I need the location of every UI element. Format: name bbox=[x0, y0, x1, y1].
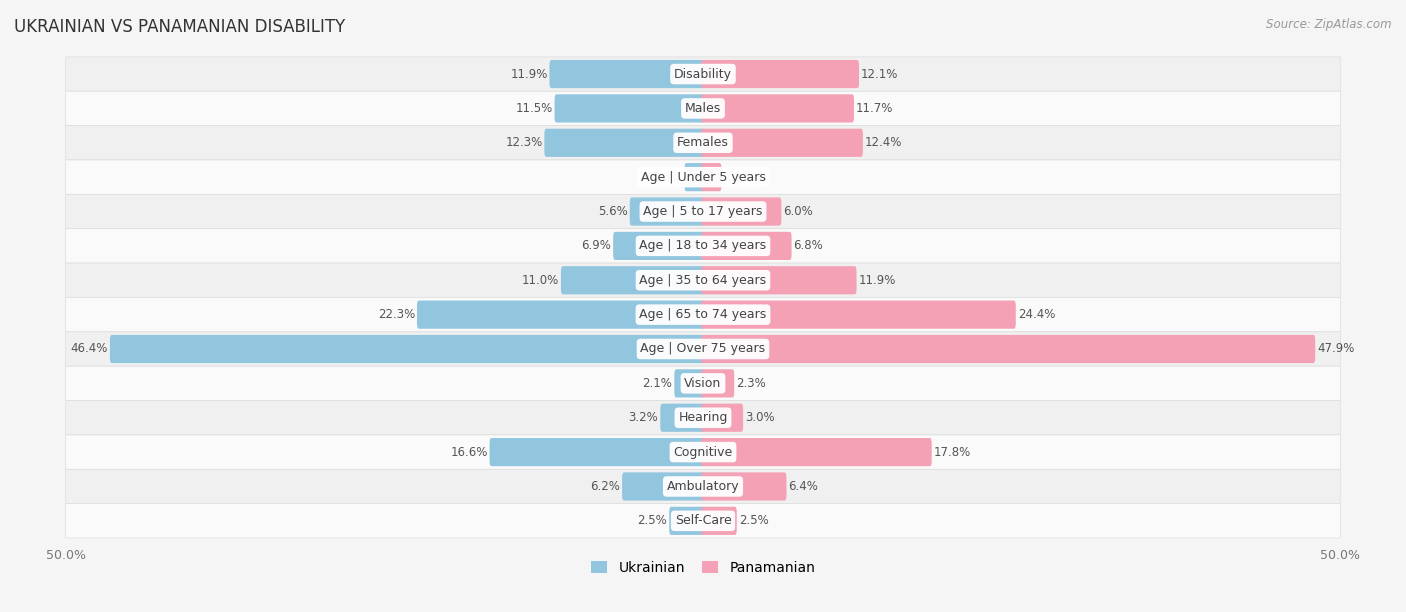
Text: Males: Males bbox=[685, 102, 721, 115]
Text: 3.0%: 3.0% bbox=[745, 411, 775, 424]
Text: Vision: Vision bbox=[685, 377, 721, 390]
FancyBboxPatch shape bbox=[702, 266, 856, 294]
FancyBboxPatch shape bbox=[544, 129, 704, 157]
FancyBboxPatch shape bbox=[66, 229, 1340, 263]
FancyBboxPatch shape bbox=[702, 472, 786, 501]
FancyBboxPatch shape bbox=[702, 507, 737, 535]
Text: 22.3%: 22.3% bbox=[378, 308, 415, 321]
Text: 2.3%: 2.3% bbox=[737, 377, 766, 390]
FancyBboxPatch shape bbox=[489, 438, 704, 466]
Text: Hearing: Hearing bbox=[678, 411, 728, 424]
FancyBboxPatch shape bbox=[66, 504, 1340, 538]
FancyBboxPatch shape bbox=[66, 366, 1340, 400]
FancyBboxPatch shape bbox=[685, 163, 704, 192]
FancyBboxPatch shape bbox=[630, 198, 704, 226]
Text: 2.5%: 2.5% bbox=[738, 514, 769, 528]
FancyBboxPatch shape bbox=[702, 369, 734, 397]
FancyBboxPatch shape bbox=[66, 435, 1340, 469]
FancyBboxPatch shape bbox=[66, 400, 1340, 435]
Text: Self-Care: Self-Care bbox=[675, 514, 731, 528]
FancyBboxPatch shape bbox=[661, 404, 704, 432]
Text: 17.8%: 17.8% bbox=[934, 446, 972, 458]
FancyBboxPatch shape bbox=[702, 300, 1015, 329]
FancyBboxPatch shape bbox=[702, 60, 859, 88]
FancyBboxPatch shape bbox=[702, 94, 853, 122]
Text: 46.4%: 46.4% bbox=[70, 343, 108, 356]
Legend: Ukrainian, Panamanian: Ukrainian, Panamanian bbox=[585, 555, 821, 580]
Text: UKRAINIAN VS PANAMANIAN DISABILITY: UKRAINIAN VS PANAMANIAN DISABILITY bbox=[14, 18, 346, 36]
FancyBboxPatch shape bbox=[110, 335, 704, 363]
FancyBboxPatch shape bbox=[669, 507, 704, 535]
Text: 24.4%: 24.4% bbox=[1018, 308, 1054, 321]
Text: Cognitive: Cognitive bbox=[673, 446, 733, 458]
Text: 11.9%: 11.9% bbox=[859, 274, 896, 287]
FancyBboxPatch shape bbox=[66, 263, 1340, 297]
Text: 16.6%: 16.6% bbox=[450, 446, 488, 458]
FancyBboxPatch shape bbox=[66, 125, 1340, 160]
Text: 2.1%: 2.1% bbox=[643, 377, 672, 390]
Text: Age | Under 5 years: Age | Under 5 years bbox=[641, 171, 765, 184]
FancyBboxPatch shape bbox=[66, 195, 1340, 229]
FancyBboxPatch shape bbox=[675, 369, 704, 397]
Text: 3.2%: 3.2% bbox=[628, 411, 658, 424]
Text: Age | 65 to 74 years: Age | 65 to 74 years bbox=[640, 308, 766, 321]
Text: 6.8%: 6.8% bbox=[793, 239, 823, 252]
FancyBboxPatch shape bbox=[702, 404, 744, 432]
Text: 6.0%: 6.0% bbox=[783, 205, 813, 218]
Text: 6.4%: 6.4% bbox=[789, 480, 818, 493]
FancyBboxPatch shape bbox=[66, 332, 1340, 366]
Text: 12.3%: 12.3% bbox=[505, 136, 543, 149]
Text: 11.9%: 11.9% bbox=[510, 67, 547, 81]
FancyBboxPatch shape bbox=[554, 94, 704, 122]
FancyBboxPatch shape bbox=[702, 438, 932, 466]
FancyBboxPatch shape bbox=[66, 297, 1340, 332]
FancyBboxPatch shape bbox=[66, 469, 1340, 504]
FancyBboxPatch shape bbox=[613, 232, 704, 260]
Text: 6.9%: 6.9% bbox=[582, 239, 612, 252]
Text: Age | 18 to 34 years: Age | 18 to 34 years bbox=[640, 239, 766, 252]
FancyBboxPatch shape bbox=[702, 335, 1315, 363]
FancyBboxPatch shape bbox=[702, 129, 863, 157]
FancyBboxPatch shape bbox=[66, 160, 1340, 195]
FancyBboxPatch shape bbox=[66, 57, 1340, 91]
Text: 1.3%: 1.3% bbox=[652, 171, 683, 184]
Text: Disability: Disability bbox=[673, 67, 733, 81]
FancyBboxPatch shape bbox=[550, 60, 704, 88]
FancyBboxPatch shape bbox=[66, 91, 1340, 125]
Text: 11.5%: 11.5% bbox=[516, 102, 553, 115]
FancyBboxPatch shape bbox=[621, 472, 704, 501]
FancyBboxPatch shape bbox=[561, 266, 704, 294]
Text: 11.7%: 11.7% bbox=[856, 102, 893, 115]
Text: 11.0%: 11.0% bbox=[522, 274, 560, 287]
Text: Source: ZipAtlas.com: Source: ZipAtlas.com bbox=[1267, 18, 1392, 31]
FancyBboxPatch shape bbox=[702, 198, 782, 226]
FancyBboxPatch shape bbox=[702, 232, 792, 260]
FancyBboxPatch shape bbox=[418, 300, 704, 329]
FancyBboxPatch shape bbox=[702, 163, 721, 192]
Text: 12.1%: 12.1% bbox=[860, 67, 898, 81]
Text: Age | Over 75 years: Age | Over 75 years bbox=[641, 343, 765, 356]
Text: Females: Females bbox=[678, 136, 728, 149]
Text: 12.4%: 12.4% bbox=[865, 136, 903, 149]
Text: Age | 5 to 17 years: Age | 5 to 17 years bbox=[644, 205, 762, 218]
Text: 2.5%: 2.5% bbox=[637, 514, 668, 528]
Text: 6.2%: 6.2% bbox=[591, 480, 620, 493]
Text: 1.3%: 1.3% bbox=[723, 171, 754, 184]
Text: 47.9%: 47.9% bbox=[1317, 343, 1354, 356]
Text: Age | 35 to 64 years: Age | 35 to 64 years bbox=[640, 274, 766, 287]
Text: Ambulatory: Ambulatory bbox=[666, 480, 740, 493]
Text: 5.6%: 5.6% bbox=[598, 205, 628, 218]
